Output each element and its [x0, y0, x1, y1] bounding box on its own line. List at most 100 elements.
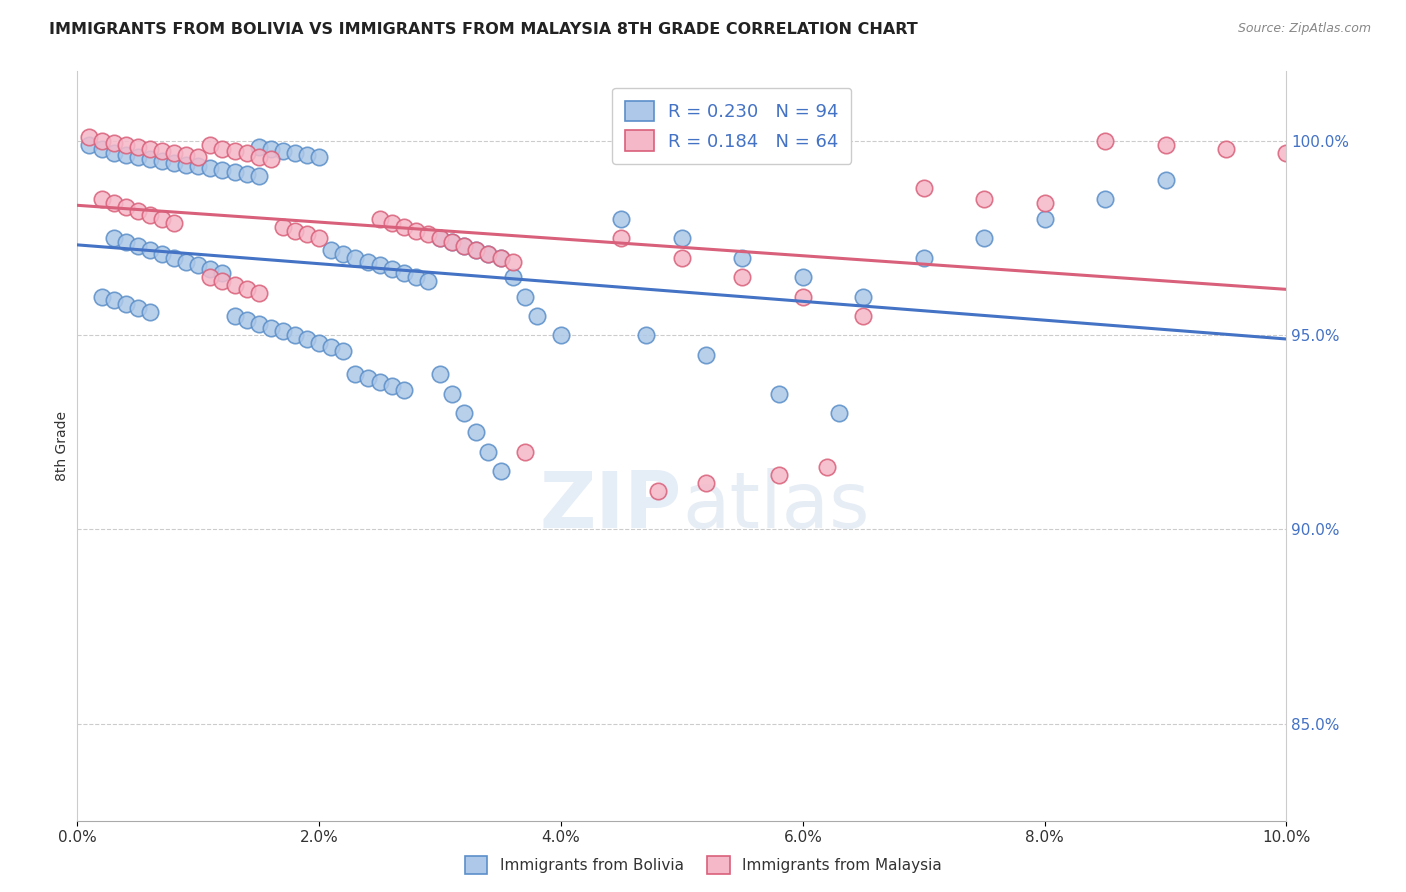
Point [513, 445, 536, 459]
Point [332, 343, 354, 358]
Point [852, 309, 875, 323]
Point [139, 243, 162, 257]
Point [502, 270, 524, 285]
Point [381, 379, 404, 393]
Point [211, 142, 233, 156]
Point [392, 383, 415, 397]
Point [416, 274, 439, 288]
Point [368, 375, 391, 389]
Point [429, 231, 451, 245]
Point [235, 167, 257, 181]
Point [381, 216, 404, 230]
Point [247, 317, 270, 331]
Point [441, 235, 464, 250]
Point [127, 150, 149, 164]
Point [308, 231, 330, 245]
Point [187, 150, 209, 164]
Point [731, 251, 754, 265]
Point [441, 235, 464, 250]
Point [200, 161, 222, 176]
Point [187, 259, 209, 273]
Point [295, 332, 318, 346]
Point [127, 239, 149, 253]
Point [912, 181, 935, 195]
Text: atlas: atlas [682, 468, 869, 544]
Point [139, 142, 162, 156]
Point [671, 251, 693, 265]
Point [973, 193, 995, 207]
Point [368, 259, 391, 273]
Point [150, 211, 173, 226]
Text: ZIP: ZIP [540, 468, 682, 544]
Point [441, 386, 464, 401]
Point [489, 464, 512, 478]
Point [200, 270, 222, 285]
Point [103, 196, 125, 211]
Point [247, 140, 270, 154]
Point [103, 145, 125, 160]
Point [912, 251, 935, 265]
Point [284, 328, 307, 343]
Point [163, 251, 186, 265]
Point [453, 239, 475, 253]
Point [247, 169, 270, 184]
Point [247, 285, 270, 300]
Point [127, 140, 149, 154]
Point [150, 153, 173, 168]
Point [368, 211, 391, 226]
Legend: Immigrants from Bolivia, Immigrants from Malaysia: Immigrants from Bolivia, Immigrants from… [458, 850, 948, 880]
Point [429, 231, 451, 245]
Point [1154, 173, 1177, 187]
Point [139, 152, 162, 166]
Point [174, 148, 197, 162]
Legend: R = 0.230   N = 94, R = 0.184   N = 64: R = 0.230 N = 94, R = 0.184 N = 64 [613, 88, 852, 164]
Point [224, 309, 246, 323]
Point [792, 289, 814, 303]
Point [103, 136, 125, 151]
Point [90, 134, 112, 148]
Point [211, 274, 233, 288]
Point [79, 138, 101, 153]
Point [344, 367, 367, 381]
Point [344, 251, 367, 265]
Point [489, 251, 512, 265]
Point [792, 270, 814, 285]
Point [768, 468, 790, 483]
Point [321, 243, 343, 257]
Point [260, 152, 283, 166]
Point [211, 266, 233, 280]
Point [103, 293, 125, 308]
Point [392, 266, 415, 280]
Point [405, 223, 427, 237]
Point [127, 301, 149, 315]
Point [768, 386, 790, 401]
Point [79, 130, 101, 145]
Point [163, 155, 186, 169]
Point [647, 483, 669, 498]
Point [114, 297, 136, 311]
Point [610, 211, 633, 226]
Point [356, 254, 378, 268]
Point [308, 150, 330, 164]
Point [477, 247, 499, 261]
Point [1033, 196, 1056, 211]
Point [465, 243, 488, 257]
Point [815, 460, 838, 475]
Point [90, 289, 112, 303]
Y-axis label: 8th Grade: 8th Grade [55, 411, 69, 481]
Point [405, 270, 427, 285]
Point [224, 144, 246, 158]
Point [174, 254, 197, 268]
Point [550, 328, 572, 343]
Point [381, 262, 404, 277]
Point [295, 227, 318, 242]
Point [1094, 134, 1116, 148]
Point [502, 254, 524, 268]
Point [224, 165, 246, 179]
Point [271, 325, 294, 339]
Point [150, 247, 173, 261]
Point [332, 247, 354, 261]
Point [235, 282, 257, 296]
Point [187, 160, 209, 174]
Point [260, 142, 283, 156]
